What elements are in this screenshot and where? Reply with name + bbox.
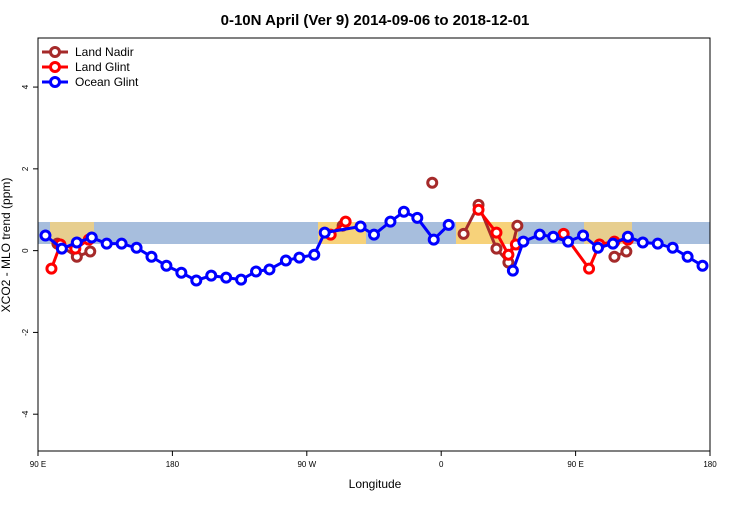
data-point: [368, 228, 380, 241]
y-tick-label: 4: [21, 84, 30, 89]
data-point: [308, 248, 321, 261]
legend-label: Land Glint: [75, 60, 130, 74]
data-point: [506, 264, 519, 277]
data-point: [442, 218, 455, 231]
data-point: [427, 233, 440, 246]
x-tick-label: 90 E: [30, 460, 46, 469]
y-tick-label: -4: [21, 410, 30, 418]
legend-label: Ocean Glint: [75, 75, 139, 89]
data-point: [606, 237, 619, 250]
data-point: [472, 203, 485, 216]
data-point: [620, 245, 633, 258]
data-point: [263, 263, 276, 276]
legend-marker: [49, 76, 61, 88]
data-point: [547, 230, 560, 243]
x-tick-label: 180: [166, 460, 180, 469]
x-axis-label: Longitude: [349, 477, 402, 491]
data-point: [85, 231, 98, 244]
data-point: [160, 259, 173, 272]
legend-marker: [49, 46, 61, 58]
data-point: [490, 226, 503, 239]
data-point: [39, 229, 52, 242]
data-point: [681, 250, 694, 263]
land-patch: [584, 222, 632, 244]
plot-frame: [37, 37, 711, 452]
data-point: [592, 241, 604, 254]
data-point: [293, 251, 306, 264]
data-point: [651, 237, 664, 250]
data-point: [384, 215, 397, 228]
series-line: [477, 208, 518, 257]
x-tick-label: 90 W: [297, 460, 316, 469]
data-point: [354, 220, 367, 233]
data-point: [577, 229, 590, 242]
data-point: [55, 242, 68, 255]
data-point: [562, 235, 575, 248]
data-point: [190, 274, 203, 287]
x-tick-label: 90 E: [567, 460, 583, 469]
data-point: [666, 241, 679, 254]
data-point: [397, 205, 410, 218]
data-point: [533, 228, 546, 241]
data-point: [318, 226, 331, 239]
data-point: [279, 254, 292, 267]
data-point: [517, 235, 530, 248]
data-point: [636, 236, 649, 249]
land-patch: [456, 222, 518, 244]
data-point: [205, 269, 218, 282]
data-point: [45, 262, 58, 275]
legend-marker: [49, 61, 61, 73]
data-point: [175, 266, 188, 279]
y-tick-label: 0: [21, 248, 30, 253]
data-point: [100, 237, 113, 250]
data-point: [339, 215, 352, 228]
data-point: [250, 265, 263, 278]
y-tick-label: 2: [21, 166, 30, 171]
data-point: [235, 273, 248, 286]
data-point: [84, 245, 97, 258]
data-point: [130, 241, 143, 254]
data-point: [411, 211, 424, 224]
y-tick-label: -2: [21, 328, 30, 336]
data-point: [583, 262, 596, 275]
legend-label: Land Nadir: [75, 45, 134, 59]
data-point: [696, 259, 709, 272]
data-point: [115, 237, 128, 250]
data-point: [457, 227, 470, 240]
y-axis-label: XCO2 - MLO trend (ppm): [0, 178, 13, 313]
data-point: [220, 271, 233, 284]
data-point: [511, 219, 524, 232]
data-point: [608, 250, 621, 263]
data-point: [426, 176, 439, 189]
data-point: [70, 236, 83, 249]
x-tick-label: 180: [703, 460, 717, 469]
data-point: [621, 230, 634, 243]
data-point: [145, 250, 158, 263]
data-point: [502, 248, 515, 261]
data-point: [490, 242, 503, 255]
x-tick-label: 0: [439, 460, 444, 469]
chart-title: 0-10N April (Ver 9) 2014-09-06 to 2018-1…: [221, 12, 530, 29]
